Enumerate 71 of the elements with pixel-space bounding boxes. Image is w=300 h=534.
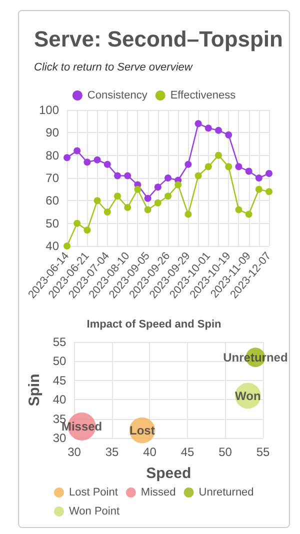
- point: [84, 158, 91, 166]
- x-tick-label: 45: [180, 445, 194, 459]
- point: [184, 160, 192, 168]
- y-tick-label: 50: [46, 216, 60, 230]
- point: [194, 120, 202, 128]
- point: [114, 192, 121, 200]
- y-tick-label: 90: [46, 126, 60, 140]
- point: [124, 204, 132, 211]
- data-label: Lost: [130, 423, 155, 438]
- y-tick-label: 45: [52, 373, 67, 388]
- point: [124, 172, 132, 180]
- point: [154, 199, 162, 206]
- point: [235, 163, 242, 170]
- data-label: Won: [235, 388, 261, 403]
- x-tick-label: 30: [68, 445, 82, 459]
- point: [94, 156, 101, 164]
- y-tick-label: 100: [38, 103, 60, 117]
- x-tick-label: 35: [105, 445, 119, 459]
- point: [64, 242, 70, 250]
- y-axis-title: Spin: [26, 374, 43, 406]
- y-tick-label: 50: [52, 354, 67, 368]
- point: [266, 188, 272, 196]
- legend-label: Unreturned: [198, 486, 254, 498]
- point: [245, 210, 252, 218]
- legend-label: Consistency: [87, 90, 148, 102]
- chart-title: Serve: Second–Topspin: [34, 26, 283, 52]
- chart-subtitle: Click to return to Serve overview: [34, 62, 194, 74]
- x-tick-label: 40: [143, 445, 157, 459]
- point: [144, 194, 152, 202]
- chart-title: Impact of Speed and Spin: [86, 318, 222, 330]
- point: [215, 126, 222, 134]
- point: [225, 131, 232, 138]
- point: [74, 147, 81, 154]
- point: [164, 174, 172, 182]
- point: [114, 172, 121, 180]
- y-tick-label: 30: [52, 431, 67, 445]
- legend-label: Won Point: [69, 506, 120, 518]
- y-tick-label: 70: [46, 171, 60, 185]
- point: [64, 154, 70, 162]
- point: [84, 226, 91, 234]
- point: [204, 124, 212, 132]
- point: [225, 163, 232, 170]
- point: [204, 163, 212, 170]
- point: [164, 192, 172, 200]
- point: [215, 152, 222, 159]
- point: [255, 174, 262, 182]
- x-tick-label: 50: [218, 445, 232, 459]
- point: [94, 197, 101, 204]
- legend-label: Missed: [140, 486, 176, 498]
- point: [134, 186, 142, 193]
- point: [74, 220, 81, 227]
- x-axis-title: Speed: [146, 465, 192, 482]
- point: [184, 210, 192, 218]
- point: [255, 186, 262, 193]
- point: [144, 206, 152, 214]
- y-tick-label: 40: [46, 239, 60, 253]
- legend-label: Lost Point: [69, 486, 118, 498]
- x-tick-label: 55: [256, 445, 270, 459]
- point: [266, 170, 272, 177]
- y-tick-label: 40: [52, 392, 67, 407]
- point: [194, 172, 202, 180]
- y-tick-label: 55: [52, 335, 67, 349]
- point: [154, 184, 162, 191]
- point: [104, 160, 111, 168]
- legend-label: Effectiveness: [170, 90, 236, 102]
- point: [174, 181, 182, 188]
- point: [235, 206, 242, 214]
- point: [245, 168, 252, 175]
- point: [104, 208, 111, 216]
- y-tick-label: 80: [46, 148, 60, 162]
- y-tick-label: 60: [46, 194, 60, 208]
